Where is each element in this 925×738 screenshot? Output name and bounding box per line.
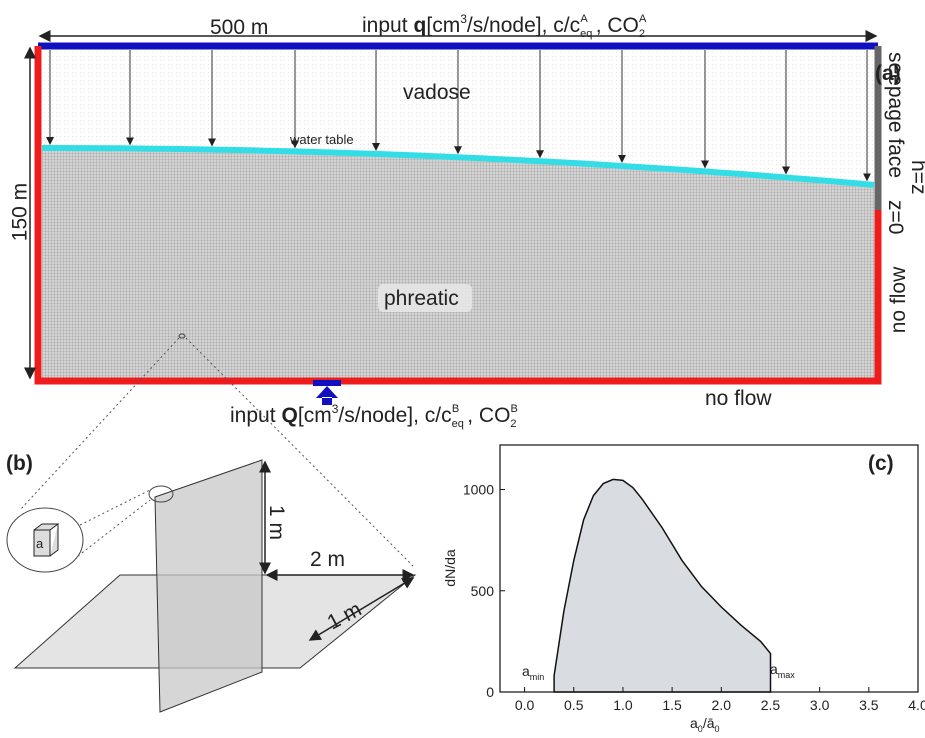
phreatic-label: phreatic bbox=[384, 287, 459, 310]
phreatic-zone bbox=[42, 148, 875, 378]
x-tick-label: 3.5 bbox=[859, 697, 879, 713]
a-max-label: amax bbox=[770, 661, 795, 680]
y-tick-label: 500 bbox=[471, 583, 495, 599]
seepage-label: seepage face bbox=[884, 52, 907, 178]
panel-label: (b) bbox=[6, 452, 33, 475]
x-tick-label: 0.5 bbox=[564, 697, 584, 713]
width-label: 500 m bbox=[210, 16, 268, 39]
no-flow-right: no flow bbox=[887, 266, 910, 333]
x-tick-label: 2.5 bbox=[761, 697, 781, 713]
water-table bbox=[42, 145, 875, 188]
aperture-label: a bbox=[36, 536, 44, 551]
x-tick-label: 1.0 bbox=[613, 697, 633, 713]
sample-point bbox=[178, 333, 186, 339]
panel-b: (b) a 1 m 2 m 1 m bbox=[6, 452, 417, 713]
a-min-label: amin bbox=[522, 663, 544, 682]
panel-label: (c) bbox=[868, 452, 894, 475]
x-axis-label: a0/ā0 bbox=[690, 715, 720, 734]
plot-frame bbox=[499, 444, 919, 693]
height-label: 1 m bbox=[265, 505, 288, 540]
distribution-area bbox=[553, 478, 772, 693]
x-tick-label: 4.0 bbox=[908, 697, 925, 713]
panel-c: (c) dN/da a0/ā0 Wā0 amin amax 0.00.51.01… bbox=[442, 444, 925, 734]
x-tick-label: 2.0 bbox=[712, 697, 732, 713]
no-flow-bottom: no flow bbox=[705, 387, 772, 410]
inset-lines bbox=[77, 489, 151, 557]
height-label: 150 m bbox=[9, 183, 32, 241]
length-label: 2 m bbox=[310, 548, 345, 571]
z-0-label: z=0 bbox=[884, 200, 907, 234]
y-axis-label: dN/da bbox=[442, 549, 458, 587]
x-tick-label: 1.5 bbox=[662, 697, 682, 713]
x-tick-label: 3.0 bbox=[810, 697, 830, 713]
inflow-patch bbox=[313, 380, 341, 386]
no-flow-boundary bbox=[34, 46, 882, 385]
panel-a: 500 m input q[cm3/s/node], c/ceqA, CO2A i… bbox=[9, 12, 925, 569]
zoom-lines bbox=[19, 337, 416, 569]
zoom-ring bbox=[148, 485, 174, 503]
water-table-label: water table bbox=[289, 132, 354, 147]
top-input: input q[cm3/s/node], c/ceqA, CO2A bbox=[362, 12, 647, 40]
vertical-plane bbox=[154, 459, 263, 713]
aperture-block bbox=[33, 523, 60, 557]
vadose-label: vadose bbox=[403, 81, 471, 104]
bottom-input: input Q[cm3/s/node], c/ceqB, CO2B bbox=[230, 402, 518, 430]
y-tick-label: 0 bbox=[486, 684, 494, 700]
inflow-arrow bbox=[316, 386, 338, 405]
h-z-label: h=z bbox=[907, 160, 925, 194]
label-bg bbox=[378, 284, 472, 312]
recharge-arrows bbox=[46, 50, 871, 182]
dim-arrow bbox=[308, 577, 415, 641]
panel-label: (a) bbox=[875, 62, 901, 85]
y-tick-label: 1000 bbox=[463, 482, 494, 498]
x-tick-label: 0.0 bbox=[515, 697, 535, 713]
